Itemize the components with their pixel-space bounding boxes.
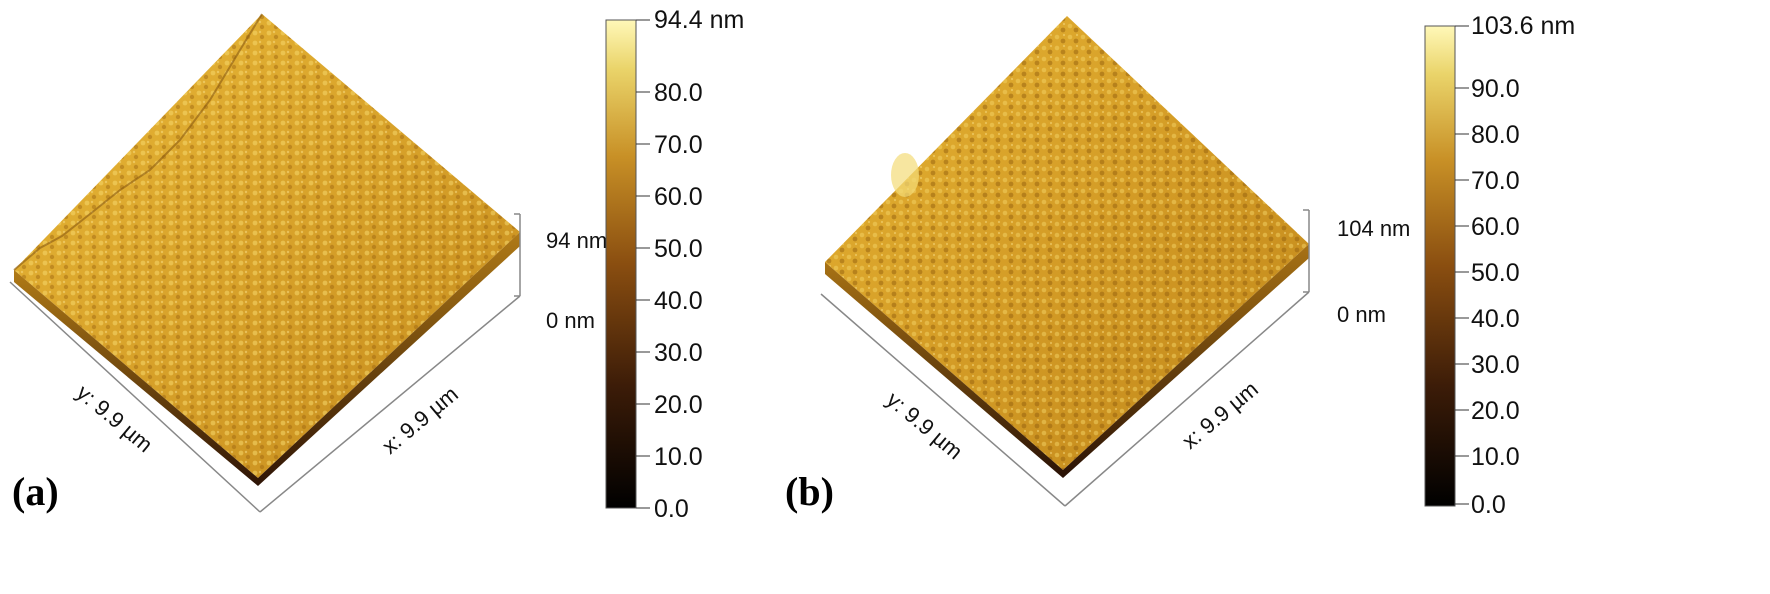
afm-panel-b: y: 9.9 µm x: 9.9 µm 104 nm 0 nm 103.6 nm…	[785, 0, 1770, 594]
y-axis-label-b: y: 9.9 µm	[882, 387, 968, 465]
colorbar-tick-a: 70.0	[654, 131, 703, 159]
colorbar-tick-b: 80.0	[1471, 121, 1520, 149]
colorbar-tick-b: 50.0	[1471, 259, 1520, 287]
afm-panel-a: y: 9.9 µm x: 9.9 µm 94 nm 0 nm 94.4 nm 8…	[9, 6, 744, 523]
z-axis-top-label-b: 104 nm	[1337, 216, 1410, 241]
colorbar-tick-a: 10.0	[654, 443, 703, 471]
colorbar-tick-a: 0.0	[654, 495, 689, 523]
colorbar-tick-a: 50.0	[654, 235, 703, 263]
colorbar-tick-b: 0.0	[1471, 491, 1506, 519]
colorbar-tick-b: 70.0	[1471, 167, 1520, 195]
afm-figure-a: y: 9.9 µm x: 9.9 µm 94 nm 0 nm 94.4 nm 8…	[9, 6, 744, 523]
afm-axes-b	[820, 209, 1310, 507]
z-axis-bottom-label-a: 0 nm	[546, 308, 595, 333]
colorbar-tick-b: 10.0	[1471, 443, 1520, 471]
colorbar-tick-a: 30.0	[654, 339, 703, 367]
colorbar-tick-b: 40.0	[1471, 305, 1520, 333]
colorbar-tick-b: 30.0	[1471, 351, 1520, 379]
y-axis-label-a: y: 9.9 µm	[72, 380, 158, 458]
z-axis-bottom-label-b: 0 nm	[1337, 302, 1386, 327]
panel-label-b: (b)	[785, 469, 834, 514]
colorbar-tick-b: 20.0	[1471, 397, 1520, 425]
x-axis-label-a: x: 9.9 µm	[377, 381, 463, 459]
afm-surface-a	[13, 13, 520, 486]
colorbar-tick-b: 60.0	[1471, 213, 1520, 241]
x-axis-label-b: x: 9.9 µm	[1177, 376, 1263, 454]
colorbar-tick-b: 90.0	[1471, 75, 1520, 103]
colorbar-max-label-a: 94.4 nm	[654, 6, 744, 34]
colorbar-b	[1424, 25, 1469, 507]
afm-axes-a	[9, 213, 521, 513]
colorbar-a	[605, 19, 650, 509]
colorbar-tick-a: 40.0	[654, 287, 703, 315]
colorbar-tick-a: 80.0	[654, 79, 703, 107]
colorbar-tick-a: 60.0	[654, 183, 703, 211]
afm-figure-b: y: 9.9 µm x: 9.9 µm 104 nm 0 nm 103.6 nm…	[785, 12, 1575, 519]
panel-label-a: (a)	[12, 469, 59, 514]
afm-surface-b	[825, 16, 1309, 478]
z-axis-top-label-a: 94 nm	[546, 228, 607, 253]
colorbar-tick-a: 20.0	[654, 391, 703, 419]
colorbar-max-label-b: 103.6 nm	[1471, 12, 1575, 40]
